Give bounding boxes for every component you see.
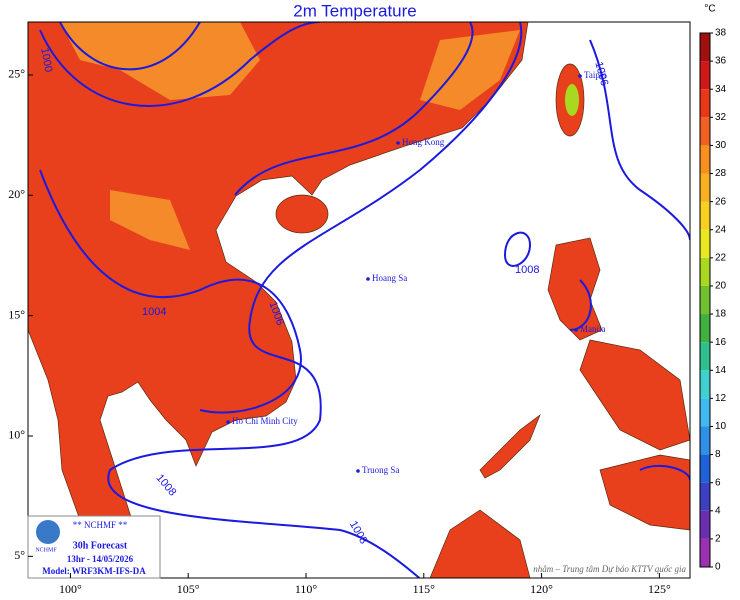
mindanao — [599, 454, 690, 531]
place-label: Truong Sa — [362, 465, 399, 475]
warm-zone — [60, 22, 520, 250]
colorbar-tick-label: 36 — [715, 56, 727, 67]
isobar — [59, 22, 201, 71]
visayas — [579, 339, 690, 451]
lon-tick-label: 125° — [648, 582, 671, 596]
lat-tick-label: 10° — [8, 428, 25, 442]
colorbar-band — [700, 454, 710, 483]
colorbar-tick-label: 12 — [715, 393, 727, 404]
info-box: NCHMF ** NCHMF ** 30h Forecast 13hr - 14… — [27, 515, 161, 579]
colorbar-band — [700, 89, 710, 118]
colorbar-tick-label: 20 — [715, 281, 727, 292]
credit: nhâm – Trung tâm Dự báo KTTV quốc gia — [533, 564, 686, 574]
isobar — [234, 22, 474, 196]
colorbar-tick-label: 0 — [715, 562, 721, 573]
lon-tick-label: 110° — [295, 582, 318, 596]
map-frame — [27, 21, 691, 579]
axes: 100° 105° 110° 115° 120° 125° 5° 10° 15° 20° 25° — [8, 67, 671, 596]
place-labels: Hong Kong Hoang Sa Truong Sa Ho Chi Minh Ci… — [226, 70, 607, 475]
colorbar-tick-label: 24 — [715, 224, 727, 235]
borneo — [429, 509, 531, 578]
colorbar-tick-label: 10 — [715, 421, 727, 432]
colorbar-band — [700, 426, 710, 455]
place-label: Ho Chi Minh City — [232, 416, 298, 426]
colorbar-tick-label: 18 — [715, 309, 727, 320]
colorbar-tick-label: 32 — [715, 112, 727, 123]
colorbar-band — [700, 342, 710, 371]
place-label: Manila — [580, 324, 606, 334]
colorbar-unit: °C — [704, 4, 715, 15]
colorbar-tick-label: 34 — [715, 84, 727, 95]
contour-label: 1004 — [142, 306, 166, 318]
place-dot — [366, 277, 370, 281]
colorbar-band — [700, 173, 710, 202]
colorbar-band — [700, 538, 710, 567]
isobar — [107, 22, 523, 578]
colorbar-tick-label: 8 — [715, 449, 721, 460]
colorbar-tick-label: 26 — [715, 196, 727, 207]
colorbar-band — [700, 510, 710, 539]
logo — [36, 520, 60, 544]
colorbar-band — [700, 201, 710, 230]
lon-tick-label: 115° — [413, 582, 436, 596]
isobar — [39, 169, 302, 414]
colorbar-tick-label: 2 — [715, 534, 721, 545]
colorbar-tick-label: 30 — [715, 140, 727, 151]
lat-tick-label: 5° — [14, 548, 25, 562]
map-area: 1000 1004 1006 1008 1008 1008 1006 Hong … — [28, 22, 690, 578]
lat-tick-label: 25° — [8, 67, 25, 81]
isobar — [39, 22, 321, 107]
place-dot — [356, 469, 360, 473]
contour-label: 1008 — [515, 264, 539, 276]
taiwan-highland — [565, 84, 579, 116]
colorbar-band — [700, 314, 710, 343]
colorbar-band — [700, 257, 710, 286]
colorbar-band — [700, 370, 710, 399]
lat-tick-label: 15° — [8, 307, 25, 321]
colorbar-tick-label: 14 — [715, 365, 727, 376]
colorbar-band — [700, 33, 710, 62]
colorbar-band — [700, 61, 710, 90]
title: 2m Temperature — [293, 1, 416, 20]
model: Model: WRF3KM-IFS-DA — [42, 566, 146, 576]
place-dot — [226, 420, 230, 424]
agency: ** NCHMF ** — [73, 520, 128, 530]
colorbar-tick-label: 28 — [715, 168, 727, 179]
isobar — [503, 231, 532, 267]
colorbar-tick-label: 6 — [715, 477, 721, 488]
colorbar-frame — [699, 32, 711, 568]
time: 13hr - 14/05/2026 — [67, 554, 134, 564]
place-label: Hoang Sa — [372, 273, 407, 283]
colorbar-tick-label: 16 — [715, 337, 727, 348]
place-dot — [578, 74, 582, 78]
place-dot — [396, 141, 400, 145]
lon-tick-label: 100° — [59, 582, 82, 596]
colorbar-tick-label: 22 — [715, 252, 727, 263]
forecast: 30h Forecast — [73, 540, 128, 551]
colorbar-tick-label: 4 — [715, 505, 721, 516]
contour-label: 1000 — [38, 47, 54, 73]
colorbar-band — [700, 398, 710, 427]
place-label: Taipei — [584, 70, 607, 80]
colorbar-band — [700, 117, 710, 146]
palawan — [479, 413, 541, 479]
colorbar-band — [700, 229, 710, 258]
colorbar-band — [700, 482, 710, 511]
colorbar-tick-label: 38 — [715, 28, 727, 39]
logo-text: NCHMF — [35, 547, 57, 553]
colorbar-band — [700, 285, 710, 315]
hainan — [275, 194, 329, 234]
place-dot — [574, 328, 578, 332]
colorbar-band — [700, 145, 710, 174]
isobar — [589, 39, 690, 241]
place-label: Hong Kong — [402, 137, 445, 147]
lon-tick-label: 120° — [530, 582, 553, 596]
lat-tick-label: 20° — [8, 187, 25, 201]
lon-tick-label: 105° — [177, 582, 200, 596]
